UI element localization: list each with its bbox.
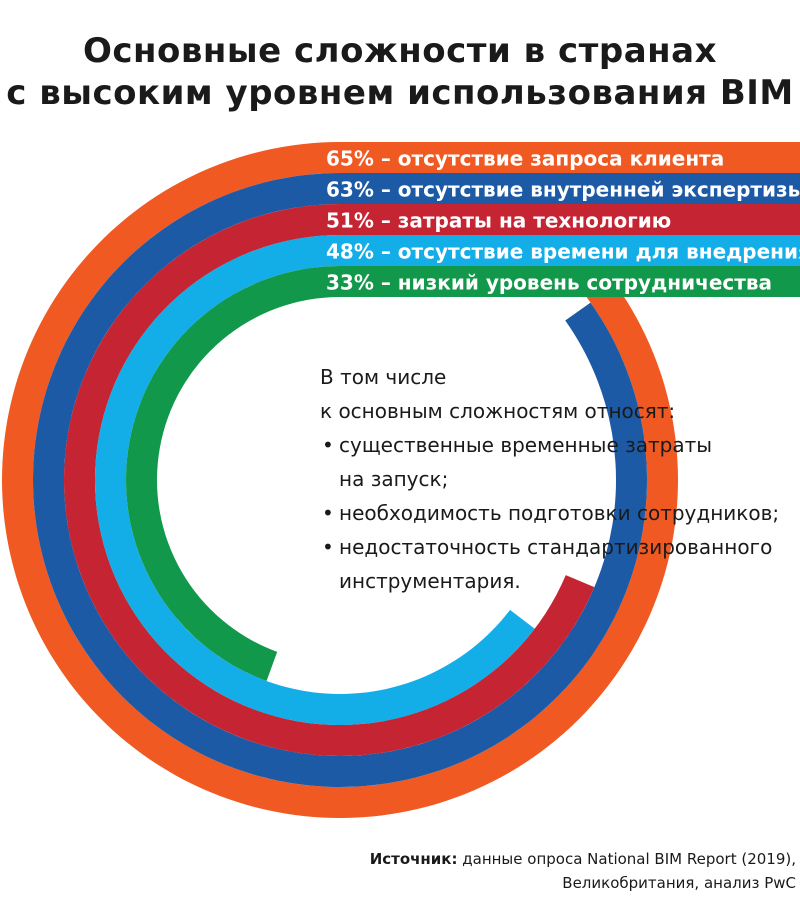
source-note: Источник: данные опроса National BIM Rep…: [370, 847, 796, 895]
notes-item-text: недостаточность стандартизированного: [339, 535, 773, 559]
chart-title-line-2: с высоким уровнем использования BIM: [6, 73, 794, 113]
chart-data-label: 33% – низкий уровень сотрудничества: [326, 271, 772, 295]
source-label: Источник:: [369, 850, 458, 868]
chart-data-labels: 65% – отсутствие запроса клиента 63% – от…: [326, 147, 800, 295]
notes-intro-line-1: В том числе: [320, 365, 447, 389]
notes-list: существенные временные затраты на запуск…: [320, 428, 779, 598]
source-text-line-2: Великобритания, анализ PwC: [562, 874, 796, 892]
source-text-line-1: данные опроса National BIM Report (2019)…: [457, 850, 796, 868]
notes-item: существенные временные затраты на запуск…: [320, 428, 779, 496]
notes-item: недостаточность стандартизированного инс…: [320, 530, 779, 598]
chart-title: Основные сложности в странах с высоким у…: [0, 30, 800, 114]
chart-data-label: 48% – отсутствие времени для внедрения: [326, 240, 800, 264]
notes-item-text: необходимость подготовки сотрудников;: [339, 501, 780, 525]
notes-item-text: существенные временные затраты: [339, 433, 713, 457]
chart-data-label: 65% – отсутствие запроса клиента: [326, 147, 724, 171]
chart-bar: [2, 142, 800, 818]
chart-data-label: 63% – отсутствие внутренней экспертизы: [326, 178, 800, 202]
notes-item-text-cont: инструментария.: [339, 569, 521, 593]
notes-block: В том числе к основным сложностям относя…: [320, 360, 779, 598]
notes-intro-line-2: к основным сложностям относят:: [320, 399, 676, 423]
chart-data-label: 51% – затраты на технологию: [326, 209, 671, 233]
notes-item-text-cont: на запуск;: [339, 467, 449, 491]
notes-item: необходимость подготовки сотрудников;: [320, 496, 779, 530]
chart-title-line-1: Основные сложности в странах: [82, 31, 718, 71]
